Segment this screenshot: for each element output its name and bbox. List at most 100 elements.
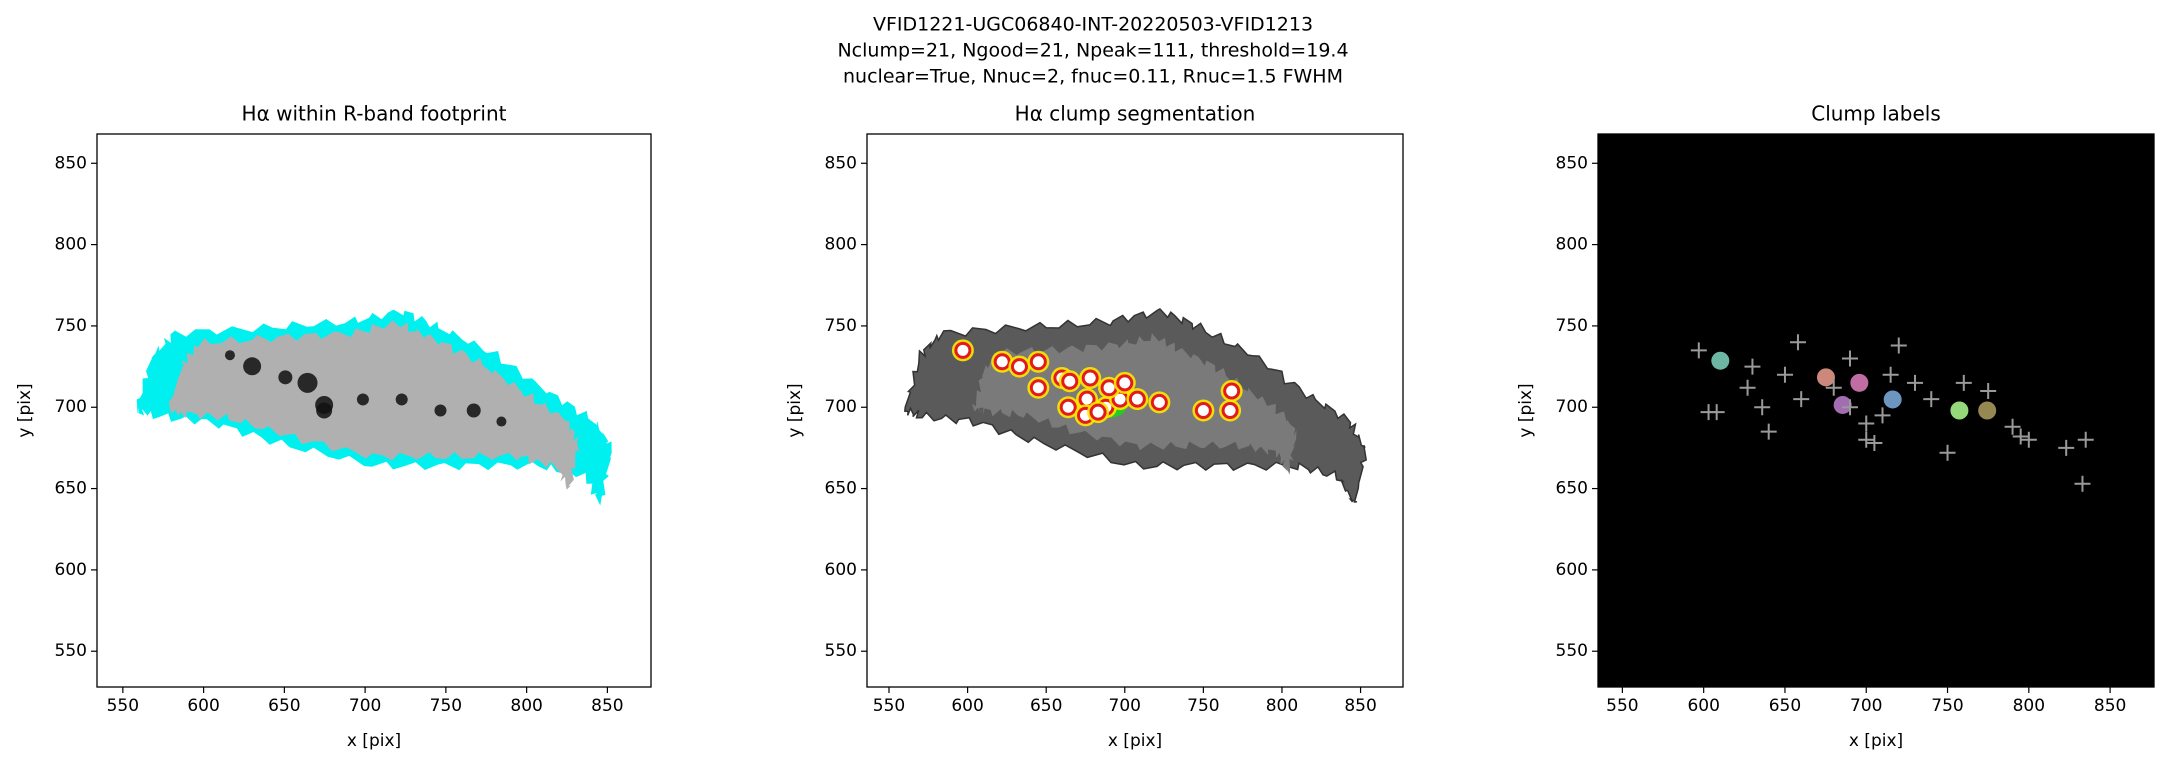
y-tick-label: 850 [825,153,857,173]
emission-knot [434,404,447,417]
peak-marker [1789,334,1806,351]
clump-marker [1220,379,1243,402]
clump-ring [1059,398,1077,416]
peak-marker [1980,382,1997,399]
panel-title: Hα clump segmentation [1015,102,1256,126]
y-tick-label: 700 [825,397,857,417]
x-tick-label: 750 [1187,696,1219,716]
peak-marker [1882,366,1899,383]
x-tick-label: 600 [1687,696,1719,716]
peak-marker [1858,431,1875,448]
x-tick-label: 700 [1109,696,1141,716]
peak-marker [1760,423,1777,440]
clump-label [1711,351,1730,370]
peak-marker [1866,435,1883,452]
clump-marker [1058,370,1081,393]
peak-marker [1874,407,1891,424]
x-tick-label: 800 [2013,696,2045,716]
y-axis-label: y [pix] [15,383,35,437]
y-tick-label: 600 [55,560,87,580]
peak-marker [1776,366,1793,383]
clump-ring [1128,390,1146,408]
y-tick-label: 850 [55,153,87,173]
x-tick-label: 650 [1769,696,1801,716]
clump-ring [1116,374,1134,392]
peak-marker [1923,391,1940,408]
emission-knot [278,370,293,385]
clump-label [1883,390,1902,409]
x-axis-label: x [pix] [1108,731,1162,751]
emission-knot [316,402,333,419]
y-tick-label: 750 [55,316,87,336]
y-tick-label: 800 [1556,235,1588,255]
clump-label [1978,401,1997,420]
x-tick-label: 650 [268,696,300,716]
peak-marker [1890,337,1907,354]
peak-marker [1793,391,1810,408]
y-tick-label: 650 [1556,479,1588,499]
clump-ring [1029,353,1047,371]
y-tick-label: 550 [825,641,857,661]
emission-knot [356,393,369,406]
clump-marker [1192,399,1215,422]
panel-title: Hα within R-band footprint [242,102,507,126]
clump-ring [1010,358,1028,376]
x-axis-label: x [pix] [347,731,401,751]
y-tick-label: 800 [825,235,857,255]
peak-marker [2077,431,2094,448]
peak-marker [2012,428,2029,445]
clump-ring [1061,372,1079,390]
panel: 550 600 650 700 750 800 850 550 600 650 700 750 800 8… [1516,102,2155,751]
peak-marker [2020,431,2037,448]
clump-marker [1027,350,1050,373]
axes-frame [1597,133,2155,688]
y-tick-label: 600 [825,560,857,580]
clump-marker [1087,401,1110,424]
clump-marker [991,350,1014,373]
y-tick-label: 650 [825,479,857,499]
clump-label [1833,395,1852,414]
y-tick-label: 800 [55,235,87,255]
clump-ring [1194,402,1212,419]
emission-knot [243,357,262,376]
emission-knot [297,372,318,393]
peak-marker [2058,439,2075,456]
peak-marker [1690,342,1707,359]
panel: 550 600 650 700 750 800 850 550 600 650 700 750 800 8… [785,102,1404,751]
clump-marker [1008,355,1031,378]
x-tick-label: 550 [1606,696,1638,716]
peak-marker [2004,418,2021,435]
clump-label [1950,401,1969,420]
y-tick-label: 550 [1556,641,1588,661]
clump-marker [1219,399,1242,422]
y-axis-label: y [pix] [1516,383,1536,437]
x-tick-label: 850 [591,696,623,716]
x-axis-label: x [pix] [1849,731,1903,751]
suptitle-line: Nclump=21, Ngood=21, Npeak=111, threshol… [837,40,1348,62]
x-tick-label: 550 [873,696,905,716]
emission-knot [466,403,481,418]
clump-ring [1150,393,1168,411]
y-tick-label: 750 [1556,316,1588,336]
x-tick-label: 550 [107,696,139,716]
clump-marker [1126,388,1149,411]
y-tick-label: 700 [1556,397,1588,417]
peak-marker [1858,415,1875,432]
y-tick-label: 600 [1556,560,1588,580]
panel: 550 600 650 700 750 800 850 550 600 650 700 750 800 8… [15,102,652,751]
y-tick-label: 550 [55,641,87,661]
x-tick-label: 600 [951,696,983,716]
x-tick-label: 750 [430,696,462,716]
peak-marker [1955,374,1972,391]
peak-marker [1907,374,1924,391]
emission-knot [496,416,507,427]
x-tick-label: 600 [187,696,219,716]
emission-knot [395,393,408,406]
x-tick-label: 850 [1344,696,1376,716]
clump-marker [1113,371,1136,394]
x-tick-label: 700 [1850,696,1882,716]
peak-marker [2074,475,2091,492]
x-tick-label: 700 [349,696,381,716]
peak-marker [1841,350,1858,367]
